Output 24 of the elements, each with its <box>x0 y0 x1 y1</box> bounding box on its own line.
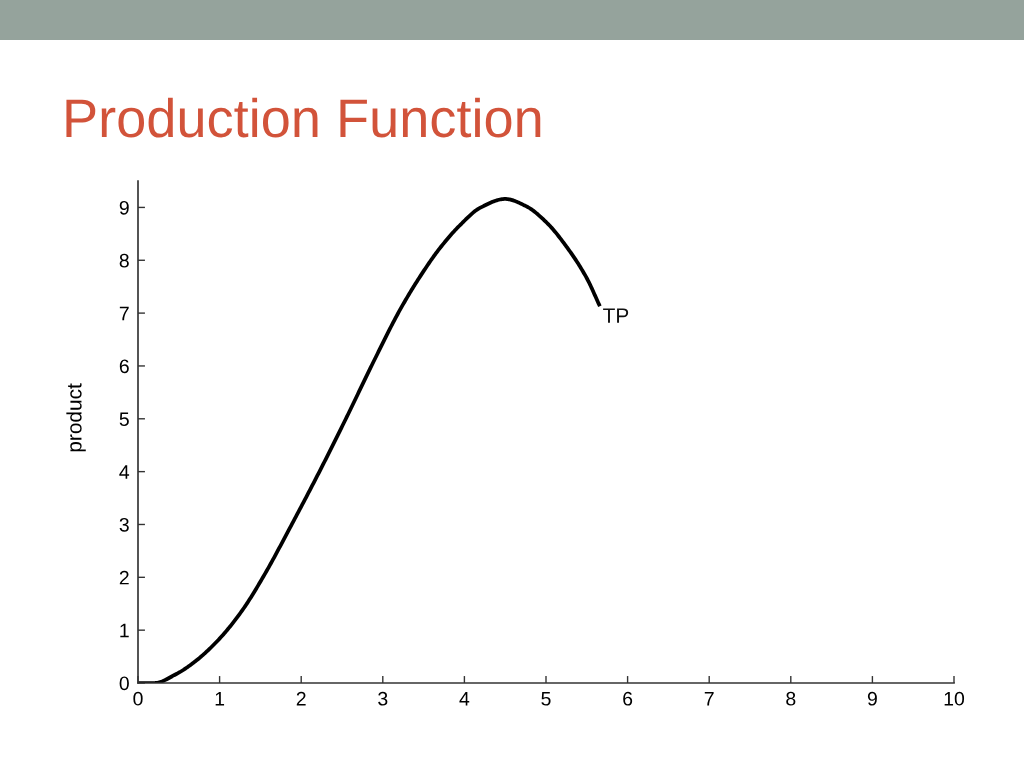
x-tick-label: 7 <box>704 692 714 706</box>
x-tick-label: 5 <box>541 692 551 706</box>
chart-title: Production Function <box>66 97 541 138</box>
series-label: TP <box>603 308 629 323</box>
y-tick-label: 9 <box>119 200 129 215</box>
y-axis-title: product <box>66 383 86 452</box>
x-tick-label: 8 <box>786 691 796 706</box>
x-tick-label: 2 <box>296 691 306 706</box>
y-tick-label: 0 <box>119 676 129 691</box>
y-tick-label: 1 <box>120 623 129 638</box>
y-tick-label: 2 <box>119 570 129 585</box>
y-tick-label: 8 <box>119 253 129 268</box>
x-tick-label: 6 <box>623 691 633 706</box>
x-tick-label: 3 <box>378 691 388 706</box>
x-tick-label: 9 <box>867 691 877 706</box>
x-tick-label: 10 <box>944 691 965 706</box>
x-tick-label: 0 <box>133 691 143 706</box>
y-tick-label: 5 <box>119 412 129 427</box>
y-tick-label: 4 <box>119 465 130 479</box>
x-tick-label: 1 <box>215 692 225 706</box>
x-tick-label: 4 <box>459 692 470 706</box>
y-tick-label: 3 <box>119 517 129 532</box>
y-tick-label: 7 <box>119 306 129 321</box>
y-tick-label: 6 <box>119 359 129 374</box>
